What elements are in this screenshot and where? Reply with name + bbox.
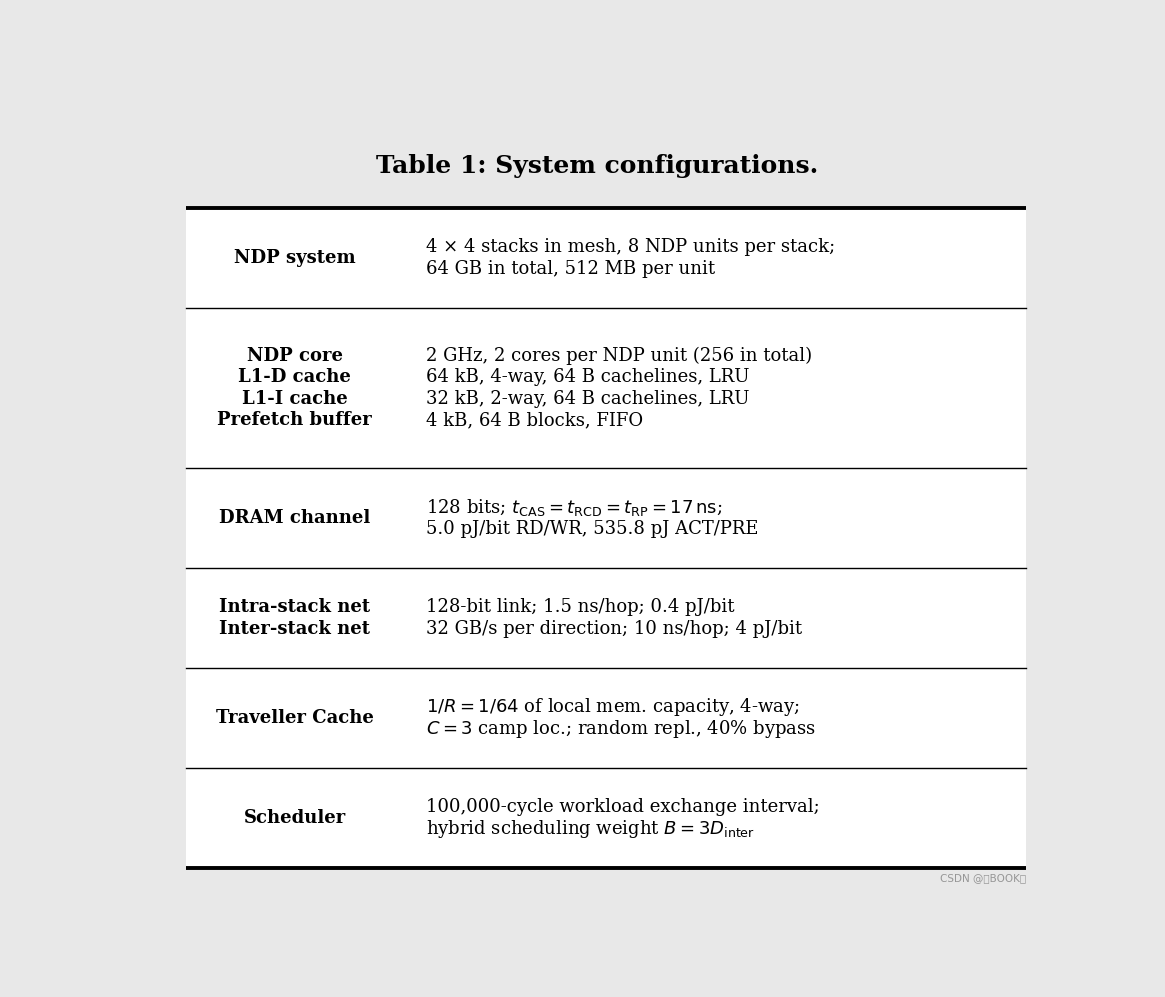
Text: Scheduler: Scheduler [243, 810, 346, 828]
Text: hybrid scheduling weight $B = 3D_{\mathrm{inter}}$: hybrid scheduling weight $B = 3D_{\mathr… [425, 818, 755, 839]
Text: 5.0 pJ/bit RD/WR, 535.8 pJ ACT/PRE: 5.0 pJ/bit RD/WR, 535.8 pJ ACT/PRE [425, 519, 758, 537]
Text: 100,000-cycle workload exchange interval;: 100,000-cycle workload exchange interval… [425, 799, 819, 817]
Text: NDP core: NDP core [247, 347, 343, 365]
Text: 32 GB/s per direction; 10 ns/hop; 4 pJ/bit: 32 GB/s per direction; 10 ns/hop; 4 pJ/b… [425, 620, 802, 638]
Text: $1/R = 1/64$ of local mem. capacity, 4-way;: $1/R = 1/64$ of local mem. capacity, 4-w… [425, 696, 799, 719]
Text: Table 1: System configurations.: Table 1: System configurations. [376, 155, 818, 178]
Text: CSDN @妙BOOK言: CSDN @妙BOOK言 [940, 873, 1026, 883]
Text: NDP system: NDP system [234, 249, 355, 267]
Text: Prefetch buffer: Prefetch buffer [217, 411, 372, 430]
Text: 128 bits; $t_{\mathrm{CAS}} = t_{\mathrm{RCD}} = t_{\mathrm{RP}} = 17\,\mathrm{n: 128 bits; $t_{\mathrm{CAS}} = t_{\mathrm… [425, 497, 722, 517]
Text: DRAM channel: DRAM channel [219, 509, 370, 527]
Text: 4 × 4 stacks in mesh, 8 NDP units per stack;: 4 × 4 stacks in mesh, 8 NDP units per st… [425, 238, 835, 256]
Text: 32 kB, 2-way, 64 B cachelines, LRU: 32 kB, 2-way, 64 B cachelines, LRU [425, 390, 749, 408]
Text: 4 kB, 64 B blocks, FIFO: 4 kB, 64 B blocks, FIFO [425, 411, 643, 430]
Text: Inter-stack net: Inter-stack net [219, 620, 370, 638]
FancyBboxPatch shape [186, 208, 1026, 868]
Text: 2 GHz, 2 cores per NDP unit (256 in total): 2 GHz, 2 cores per NDP unit (256 in tota… [425, 347, 812, 365]
Text: Intra-stack net: Intra-stack net [219, 598, 370, 616]
Text: 64 kB, 4-way, 64 B cachelines, LRU: 64 kB, 4-way, 64 B cachelines, LRU [425, 368, 749, 386]
Text: L1-D cache: L1-D cache [238, 368, 351, 386]
Text: 64 GB in total, 512 MB per unit: 64 GB in total, 512 MB per unit [425, 259, 714, 278]
Text: $C = 3$ camp loc.; random repl., 40% bypass: $C = 3$ camp loc.; random repl., 40% byp… [425, 718, 816, 740]
Text: 128-bit link; 1.5 ns/hop; 0.4 pJ/bit: 128-bit link; 1.5 ns/hop; 0.4 pJ/bit [425, 598, 734, 616]
Text: L1-I cache: L1-I cache [241, 390, 347, 408]
Text: Traveller Cache: Traveller Cache [216, 709, 374, 727]
